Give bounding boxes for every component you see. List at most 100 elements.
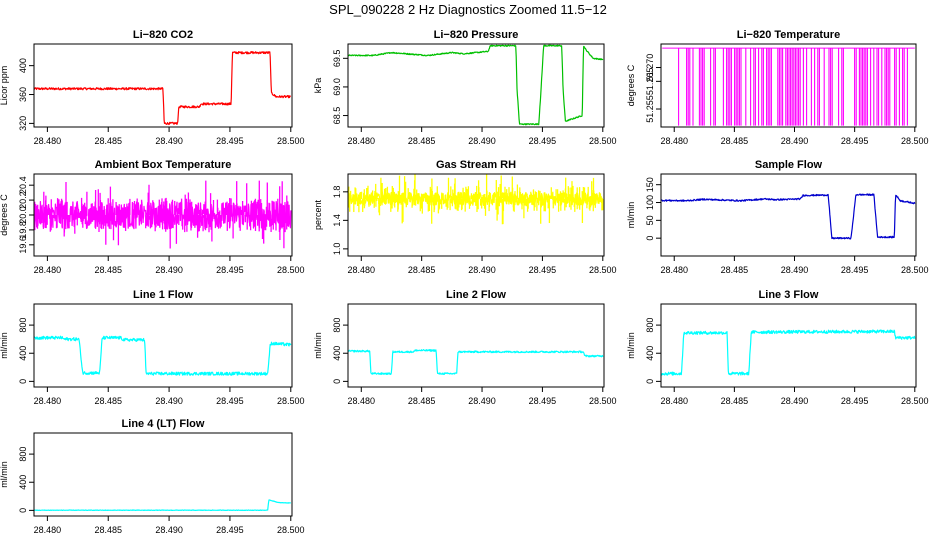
chart-title: Line 1 Flow (133, 289, 193, 301)
y-tick-label: 51.255 (645, 95, 655, 123)
y-tick-label: 0 (645, 379, 655, 384)
x-tick-label: 28.490 (781, 265, 809, 275)
chart-panel: Line 4 (LT) Flow ml/min 28.480 28.485 28.490… (0, 418, 305, 535)
x-tick-label: 28.490 (468, 396, 496, 406)
y-axis-label: percent (313, 199, 323, 230)
data-layer (348, 44, 604, 126)
y-tick-label: 400 (18, 346, 28, 361)
x-tick-label: 28.495 (216, 265, 244, 275)
x-tick-label: 28.490 (468, 265, 496, 275)
y-tick-label: 0 (332, 379, 342, 384)
x-tick-label: 28.480 (660, 396, 688, 406)
plot-frame (347, 173, 605, 257)
x-tick-label: 28.495 (841, 136, 869, 146)
plot-frame (33, 432, 293, 517)
chart-title: Line 4 (LT) Flow (122, 418, 205, 430)
data-layer (348, 174, 604, 225)
plot-frame (347, 43, 605, 128)
x-tick-label: 28.485 (94, 265, 122, 275)
y-tick-label: 100 (645, 195, 655, 210)
y-tick-label: 19.8 (18, 221, 28, 239)
plot-frame (660, 173, 917, 257)
data-layer (34, 499, 291, 511)
y-tick-label: 800 (18, 318, 28, 333)
x-tick-label: 28.485 (721, 396, 749, 406)
chart-title: Line 2 Flow (446, 289, 506, 301)
y-axis-label: kPa (313, 78, 323, 94)
y-tick-label: 400 (332, 346, 342, 361)
plot-frame (347, 303, 605, 388)
x-tick-label: 28.485 (94, 525, 122, 535)
plot-frame (33, 303, 293, 388)
x-tick-label: 28.485 (721, 265, 749, 275)
x-tick-label: 28.500 (589, 396, 617, 406)
x-tick-label: 28.485 (408, 396, 436, 406)
y-axis-label: ml/min (626, 202, 636, 229)
x-tick-label: 28.480 (660, 265, 688, 275)
y-axis-label: ml/min (0, 461, 9, 488)
y-tick-label: 1.8 (332, 186, 342, 199)
data-layer (348, 349, 604, 375)
x-tick-label: 28.480 (348, 265, 376, 275)
y-axis-label: degrees C (626, 64, 636, 106)
x-tick-label: 28.490 (468, 136, 496, 146)
chart-panel: Sample Flow ml/min 28.480 28.485 28.490 28.49… (626, 159, 929, 275)
x-tick-label: 28.490 (155, 525, 183, 535)
plot-frame (660, 303, 917, 388)
x-tick-label: 28.485 (408, 136, 436, 146)
y-tick-label: 400 (18, 475, 28, 490)
series-line (34, 335, 292, 376)
x-tick-label: 28.490 (155, 136, 183, 146)
y-axis-label: degrees C (0, 194, 9, 236)
y-tick-label: 0 (18, 508, 28, 513)
x-tick-label: 28.500 (277, 396, 305, 406)
x-tick-label: 28.500 (589, 265, 617, 275)
x-tick-label: 28.485 (94, 136, 122, 146)
x-tick-label: 28.500 (277, 136, 305, 146)
x-tick-label: 28.480 (34, 136, 62, 146)
x-tick-label: 28.500 (277, 525, 305, 535)
x-tick-label: 28.490 (155, 396, 183, 406)
chart-panel: Gas Stream RH percent 28.480 28.485 28.490 28… (313, 159, 617, 275)
x-tick-label: 28.480 (34, 396, 62, 406)
y-tick-label: 360 (18, 87, 28, 102)
x-tick-label: 28.485 (408, 265, 436, 275)
series-line (348, 174, 604, 225)
y-tick-label: 800 (18, 447, 28, 462)
y-tick-label: 1.4 (332, 214, 342, 227)
y-tick-label: 19.6 (18, 236, 28, 254)
page-title: SPL_090228 2 Hz Diagnostics Zoomed 11.5−… (329, 2, 607, 17)
series-line (661, 193, 916, 240)
y-tick-label: 51.265 (645, 68, 655, 96)
plot-frame (660, 43, 917, 128)
x-tick-label: 28.490 (781, 396, 809, 406)
data-layer (662, 47, 915, 126)
y-tick-label: 0 (18, 379, 28, 384)
x-tick-label: 28.495 (841, 265, 869, 275)
y-axis-label: ml/min (626, 332, 636, 359)
y-tick-label: 50 (645, 215, 655, 225)
series-line (34, 51, 292, 126)
data-layer (34, 335, 292, 376)
series-spikes (678, 48, 908, 126)
y-tick-label: 400 (645, 346, 655, 361)
x-tick-label: 28.485 (94, 396, 122, 406)
y-axis-label: ml/min (0, 332, 9, 359)
chart-title: Li−820 Temperature (737, 29, 840, 41)
x-tick-label: 28.495 (841, 396, 869, 406)
chart-title: Li−820 CO2 (133, 29, 193, 41)
series-line (34, 499, 291, 511)
chart-title: Line 3 Flow (759, 289, 819, 301)
y-tick-label: 69.5 (332, 50, 342, 68)
x-tick-label: 28.480 (34, 525, 62, 535)
y-tick-label: 0 (645, 236, 655, 241)
chart-panel: Li−820 Pressure kPa 28.480 28.485 28.490 28.4… (313, 29, 617, 146)
y-axis-label: Licor ppm (0, 66, 9, 106)
x-tick-label: 28.495 (529, 136, 557, 146)
data-layer (34, 51, 292, 126)
series-line (348, 44, 604, 126)
chart-title: Sample Flow (755, 159, 823, 171)
chart-title: Gas Stream RH (436, 159, 516, 171)
series-line (34, 180, 292, 249)
